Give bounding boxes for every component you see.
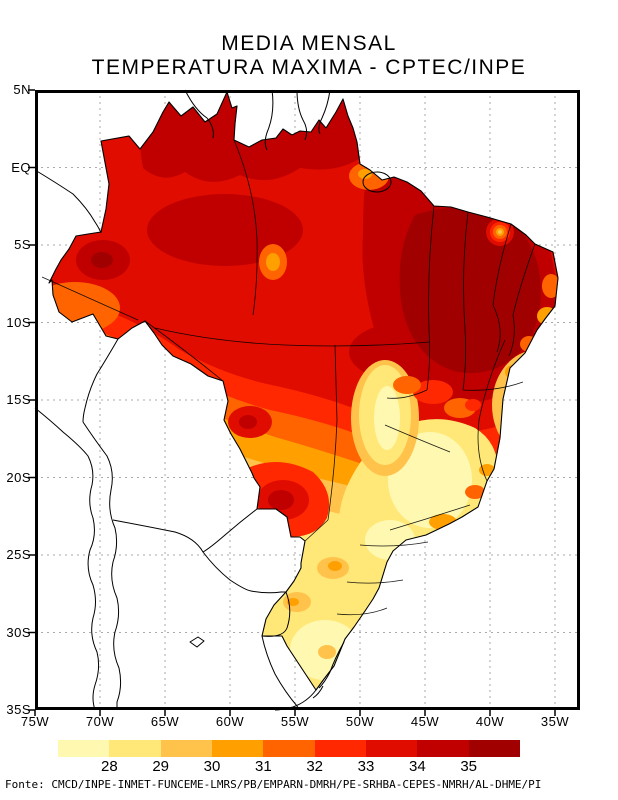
lon-label-70W: 70W [85,714,115,729]
colorbar-label-35: 35 [460,758,477,775]
lat-label-10S: 10S [6,314,31,330]
map-title-line1: MEDIA MENSAL [221,32,397,55]
lat-label-30S: 30S [6,624,31,640]
lat-label-EQ: EQ [11,159,31,175]
lat-label-5N: 5N [13,82,31,97]
colorbar-segment-0 [58,740,110,757]
colorbar-segment-5 [314,740,366,757]
brazil-border [48,91,559,691]
colorbar-segment-3 [211,740,264,757]
state-borders [41,139,536,616]
temperature-colorbar [58,740,520,757]
colorbar-label-33: 33 [357,758,375,775]
lat-label-15S: 15S [6,392,31,407]
lon-label-50W: 50W [345,714,375,729]
lon-label-45W: 45W [410,714,440,729]
colorbar-segment-1 [109,740,161,757]
map-plot-area [28,89,580,716]
temperature-fill [49,92,558,690]
lat-label-35S: 35S [6,702,31,717]
source-text: Fonte: CMCD/INPE-INMET-FUNCEME-LMRS/PB/E… [5,778,542,791]
lon-label-60W: 60W [215,714,245,729]
lon-label-75W: 75W [20,714,50,729]
colorbar-label-28: 28 [100,758,118,775]
lon-label-55W: 55W [280,714,310,729]
colorbar-segment-6 [365,740,418,757]
lat-label-25S: 25S [6,547,31,562]
lon-label-40W: 40W [475,714,505,729]
lat-label-20S: 20S [6,469,31,485]
lon-label-35W: 35W [540,714,570,729]
colorbar-segment-7 [417,740,469,757]
colorbar-segment-8 [468,740,520,757]
colorbar-segment-4 [263,740,315,757]
colorbar-label-29: 29 [152,758,169,775]
neighbor-country-borders [34,89,392,711]
lat-label-5S: 5S [14,237,31,252]
lon-label-65W: 65W [150,714,180,729]
colorbar-tick-labels: 28 29 30 31 32 33 34 35 [58,758,520,776]
colorbar-segment-2 [160,740,212,757]
colorbar-label-34: 34 [408,758,426,775]
map-title-line2: TEMPERATURA MAXIMA - CPTEC/INPE [91,56,527,79]
brazil-temperature-map [28,89,580,716]
axis-ticks [28,89,556,716]
colorbar-label-31: 31 [254,758,272,775]
colorbar-label-30: 30 [203,758,221,775]
plot-frame [35,90,580,710]
colorbar-label-32: 32 [306,758,323,775]
